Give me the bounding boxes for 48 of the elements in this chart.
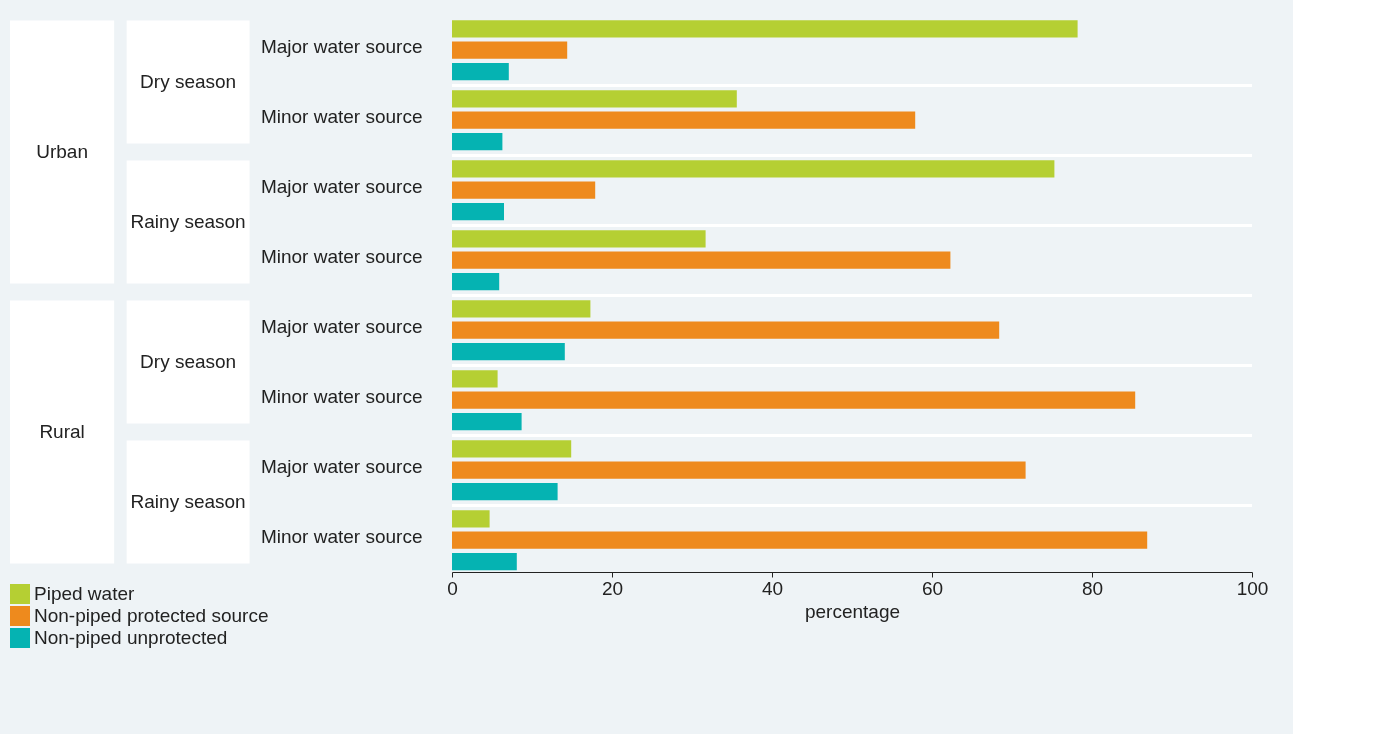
bar [452, 412, 522, 431]
bar [452, 132, 503, 151]
y-tick-label: Major water source [260, 36, 423, 57]
bar [452, 90, 737, 108]
x-tick-label: 20 [601, 577, 624, 599]
x-tick-label: 0 [447, 577, 458, 599]
text: Dry season [140, 71, 237, 92]
y-tick-label: Minor water source [260, 106, 423, 127]
text: Rural [39, 421, 85, 442]
y-tick-label: Major water source [260, 456, 423, 477]
bar [452, 300, 591, 318]
bar [452, 41, 568, 59]
bar [452, 342, 565, 361]
legend-label: Piped water [34, 583, 136, 604]
text: Rainy season [130, 491, 246, 512]
bar [452, 111, 916, 129]
bar [452, 202, 504, 221]
bar [452, 510, 490, 528]
y-tick-label: Minor water source [260, 526, 423, 547]
bar [452, 251, 951, 269]
x-tick-label: 60 [921, 577, 944, 599]
bar [452, 272, 500, 291]
x-tick-label: 80 [1081, 577, 1104, 599]
y-tick-label: Minor water source [260, 386, 423, 407]
bar [452, 461, 1026, 479]
bar [452, 230, 706, 248]
y-tick-label: Major water source [260, 316, 423, 337]
y-tick-label: Major water source [260, 176, 423, 197]
x-tick-label: 40 [761, 577, 784, 599]
bar [452, 391, 1136, 409]
bar [452, 552, 517, 571]
text: Rainy season [130, 211, 246, 232]
bar [452, 531, 1148, 549]
bar [452, 321, 1000, 339]
bar [452, 62, 509, 81]
x-tick-label: 100 [1236, 577, 1269, 599]
y-tick-label: Minor water source [260, 246, 423, 267]
text: Dry season [140, 351, 237, 372]
bar [452, 181, 596, 199]
bar [452, 440, 572, 458]
bar [452, 482, 558, 501]
bar [452, 160, 1055, 178]
text: Urban [36, 141, 88, 162]
legend-label: Non-piped unprotected [34, 627, 228, 648]
bar [452, 20, 1078, 38]
bar [452, 370, 498, 388]
x-axis-title: percentage [804, 600, 901, 622]
legend-label: Non-piped protected source [34, 605, 269, 626]
